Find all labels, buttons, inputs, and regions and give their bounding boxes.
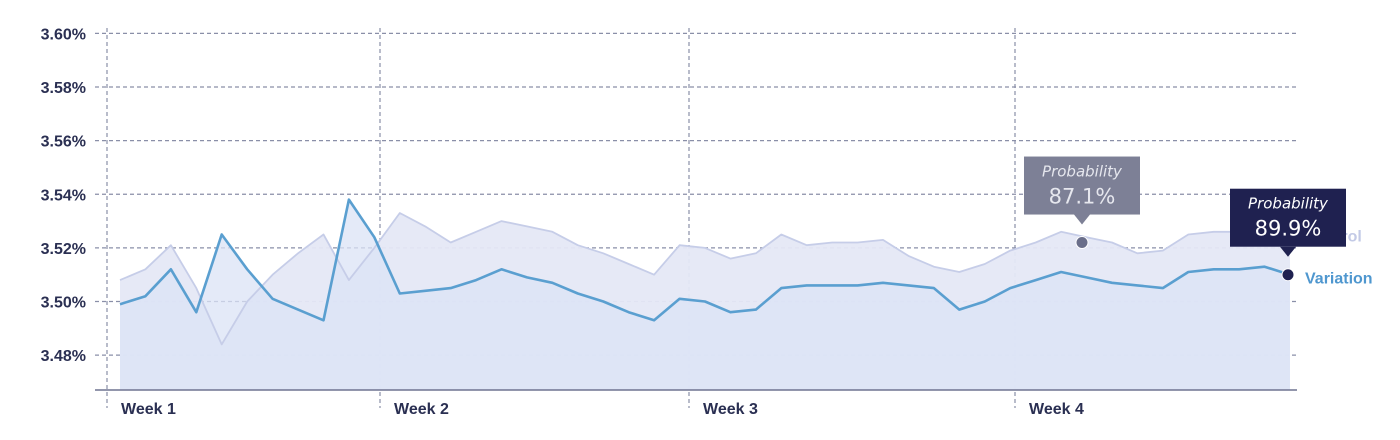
- y-tick-3-56: 3.56%: [41, 134, 86, 151]
- tooltip-marker: [1075, 236, 1089, 250]
- control-line: [119, 212, 1291, 346]
- tooltip-title: Probability: [1042, 163, 1123, 181]
- x-tick-week-2: Week 2: [394, 401, 449, 418]
- tooltip-box: [1230, 188, 1346, 247]
- tooltip-title: Probability: [1248, 195, 1329, 213]
- series-areas: [120, 199, 1290, 390]
- x-tick-week-4: Week 4: [1029, 401, 1084, 418]
- tooltip-pointer: [1280, 246, 1296, 257]
- x-axis-tick-labels: Week 1 Week 2 Week 3 Week 4: [121, 401, 1084, 418]
- x-tick-week-1: Week 1: [121, 401, 176, 418]
- probability-tooltips: Probability 87.1% Probability 89.9%: [1024, 156, 1346, 282]
- variation-probability-tooltip: Probability 89.9%: [1230, 188, 1346, 282]
- y-tick-3-58: 3.58%: [41, 80, 86, 97]
- tooltip-marker: [1281, 268, 1295, 282]
- y-tick-3-60: 3.60%: [41, 26, 86, 43]
- variation-area: [120, 199, 1290, 390]
- y-tick-3-52: 3.52%: [41, 241, 86, 258]
- control-probability-tooltip: Probability 87.1%: [1024, 156, 1140, 250]
- tooltip-value: 87.1%: [1049, 185, 1116, 209]
- tooltip-pointer: [1074, 214, 1090, 225]
- series-lines: [119, 198, 1291, 346]
- variation-label: Variation: [1305, 271, 1373, 288]
- y-tick-3-50: 3.50%: [41, 295, 86, 312]
- y-tick-3-48: 3.48%: [41, 348, 86, 365]
- x-tick-week-3: Week 3: [703, 401, 758, 418]
- y-axis-tick-labels: 3.48% 3.50% 3.52% 3.54% 3.56% 3.58% 3.60%: [41, 26, 86, 365]
- tooltip-box: [1024, 156, 1140, 215]
- y-tick-3-54: 3.54%: [41, 187, 86, 204]
- tooltip-value: 89.9%: [1255, 217, 1322, 241]
- variation-line: [119, 198, 1291, 322]
